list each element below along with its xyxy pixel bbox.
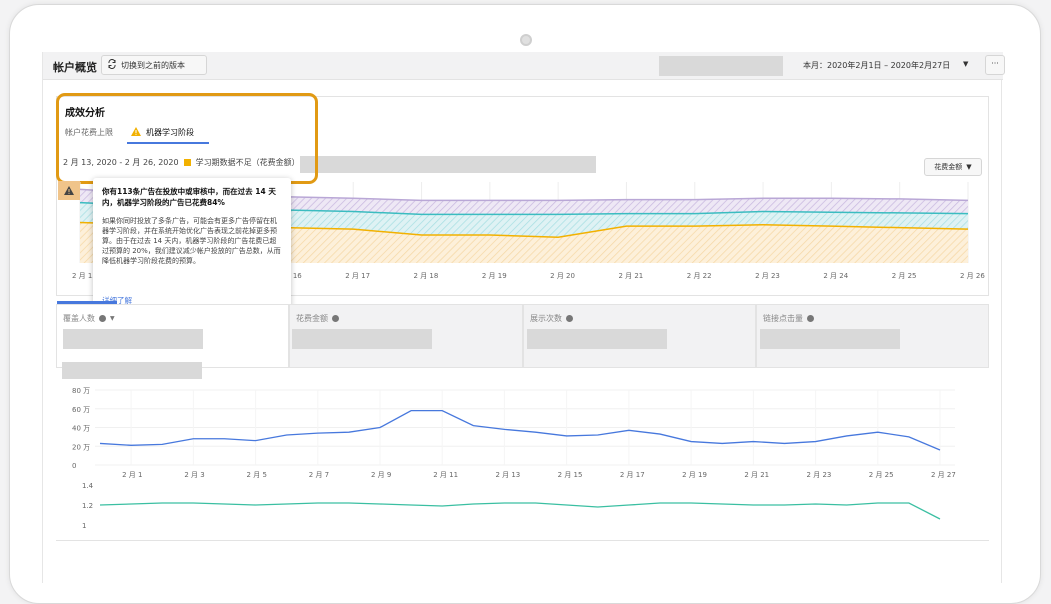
legend-text: 学习期数据不足（花费金额） [195,158,300,167]
x-tick-label: 2 月 17 [345,272,370,280]
x-tick-label: 2 月 26 [960,272,985,280]
x-tick-label: 2 月 13 [72,272,97,280]
active-metric-indicator [57,301,117,304]
y-tick-label: 1 [82,522,86,530]
panel-bottom-border [56,540,989,541]
frequency-line [99,502,941,520]
warning-icon [131,127,141,138]
info-icon[interactable] [807,315,814,322]
redacted-block [760,329,900,349]
x-tick-label: 2 月 15 [558,471,583,479]
x-tick-label: 2 月 5 [247,471,267,479]
legend-swatch [183,159,191,166]
y-tick-label: 80 万 [72,387,90,395]
warning-icon [64,186,74,195]
panel-date-range: 2 月 13, 2020 - 2 月 26, 2020 学习期数据不足（花费金额… [63,157,300,168]
spend-metric-label: 花费金额 [934,163,963,171]
x-tick-label: 2 月 22 [687,272,712,280]
x-tick-label: 2 月 21 [618,272,643,280]
metric-reach-label: 覆盖人数 [63,314,95,323]
x-tick-label: 2 月 13 [495,471,520,479]
area-series-2 [80,222,968,263]
redacted-block [300,156,596,173]
tab-learning-phase-label: 机器学习阶段 [146,128,194,137]
top-bar: 帐户概览 切换到之前的版本 本月：2020年2月1日 – 2020年2月27日 … [43,52,1005,80]
metric-reach-label-wrap: 覆盖人数 ▼ [63,313,115,324]
page-title: 帐户概览 [53,61,97,74]
y-tick-label: 40 万 [72,425,90,433]
refresh-icon [107,58,117,71]
date-range-label[interactable]: 本月：2020年2月1日 – 2020年2月27日 [803,61,951,70]
area-chart-svg: 2 月 132 月 142 月 152 月 162 月 172 月 182 月 … [72,182,985,280]
switch-version-label: 切换到之前的版本 [121,60,185,70]
chevron-down-icon[interactable]: ▼ [963,60,969,68]
spend-metric-dropdown[interactable]: 花费金额 ▼ [924,158,982,176]
panel-title: 成效分析 [65,108,105,119]
x-tick-label: 2 月 17 [620,471,645,479]
x-tick-label: 2 月 19 [682,471,707,479]
redacted-block [292,329,432,349]
redacted-block [62,362,202,379]
info-icon[interactable] [566,315,573,322]
info-icon[interactable] [99,315,106,322]
warning-flag[interactable] [58,181,80,200]
x-tick-label: 2 月 21 [744,471,769,479]
metric-impressions-label: 展示次数 [530,314,562,323]
tab-account-spend-limit[interactable]: 帐户花费上限 [65,128,113,137]
learning-phase-tooltip: 你有113条广告在投放中或审核中，而在过去 14 天内，机器学习阶段的广告已花费… [93,178,291,316]
y-tick-label: 20 万 [72,443,90,451]
tooltip-body: 如果你同时投放了多条广告，可能会有更多广告停留在机器学习阶段，并在系统开始优化广… [102,217,281,265]
learn-more-link[interactable]: 详细了解 [102,296,132,305]
x-tick-label: 2 月 20 [550,272,575,280]
metric-link-clicks[interactable]: 链接点击量 [756,304,989,368]
metric-impressions[interactable]: 展示次数 [523,304,756,368]
x-tick-label: 2 月 19 [482,272,507,280]
metric-link-clicks-label-wrap: 链接点击量 [763,313,814,324]
tooltip-headline: 你有113条广告在投放中或审核中，而在过去 14 天内，机器学习阶段的广告已花费… [102,187,276,207]
reach-line [99,409,941,451]
more-button[interactable]: ··· [985,55,1005,75]
x-tick-label: 2 月 11 [433,471,458,479]
metric-reach[interactable]: 覆盖人数 ▼ [56,304,289,368]
metric-link-clicks-label: 链接点击量 [763,314,803,323]
switch-version-button[interactable]: 切换到之前的版本 [101,55,207,75]
panel-date-text: 2 月 13, 2020 - 2 月 26, 2020 [63,158,179,167]
line-chart-svg: 80 万 60 万 40 万 20 万 0 2 月 1 2 月 3 2 月 5 2 月 7 2 月… [72,387,956,530]
metric-spend-label: 花费金额 [296,314,328,323]
metric-spend-label-wrap: 花费金额 [296,313,339,324]
y-tick-label: 1.4 [82,482,94,490]
y-tick-label: 60 万 [72,406,90,414]
chevron-down-icon: ▼ [966,163,972,171]
x-tick-label: 2 月 9 [371,471,391,479]
metric-impressions-label-wrap: 展示次数 [530,313,573,324]
metric-spend[interactable]: 花费金额 [289,304,523,368]
chevron-down-icon[interactable]: ▼ [110,315,115,322]
redacted-block [659,56,783,76]
active-tab-underline [127,142,209,144]
info-icon[interactable] [332,315,339,322]
tab-learning-phase[interactable]: 机器学习阶段 [131,127,194,138]
y-tick-label: 0 [72,462,76,470]
x-tick-label: 2 月 7 [309,471,329,479]
redacted-block [527,329,667,349]
x-tick-label: 2 月 3 [184,471,204,479]
x-tick-label: 2 月 25 [892,272,917,280]
redacted-block [63,329,203,349]
x-tick-label: 2 月 24 [823,272,848,280]
x-tick-label: 2 月 27 [931,471,956,479]
y-tick-label: 1.2 [82,502,93,510]
camera-dot [520,34,532,46]
x-tick-label: 2 月 23 [807,471,832,479]
x-tick-label: 2 月 1 [122,471,142,479]
x-tick-label: 2 月 18 [414,272,439,280]
x-tick-label: 2 月 25 [869,471,894,479]
x-tick-label: 2 月 23 [755,272,780,280]
